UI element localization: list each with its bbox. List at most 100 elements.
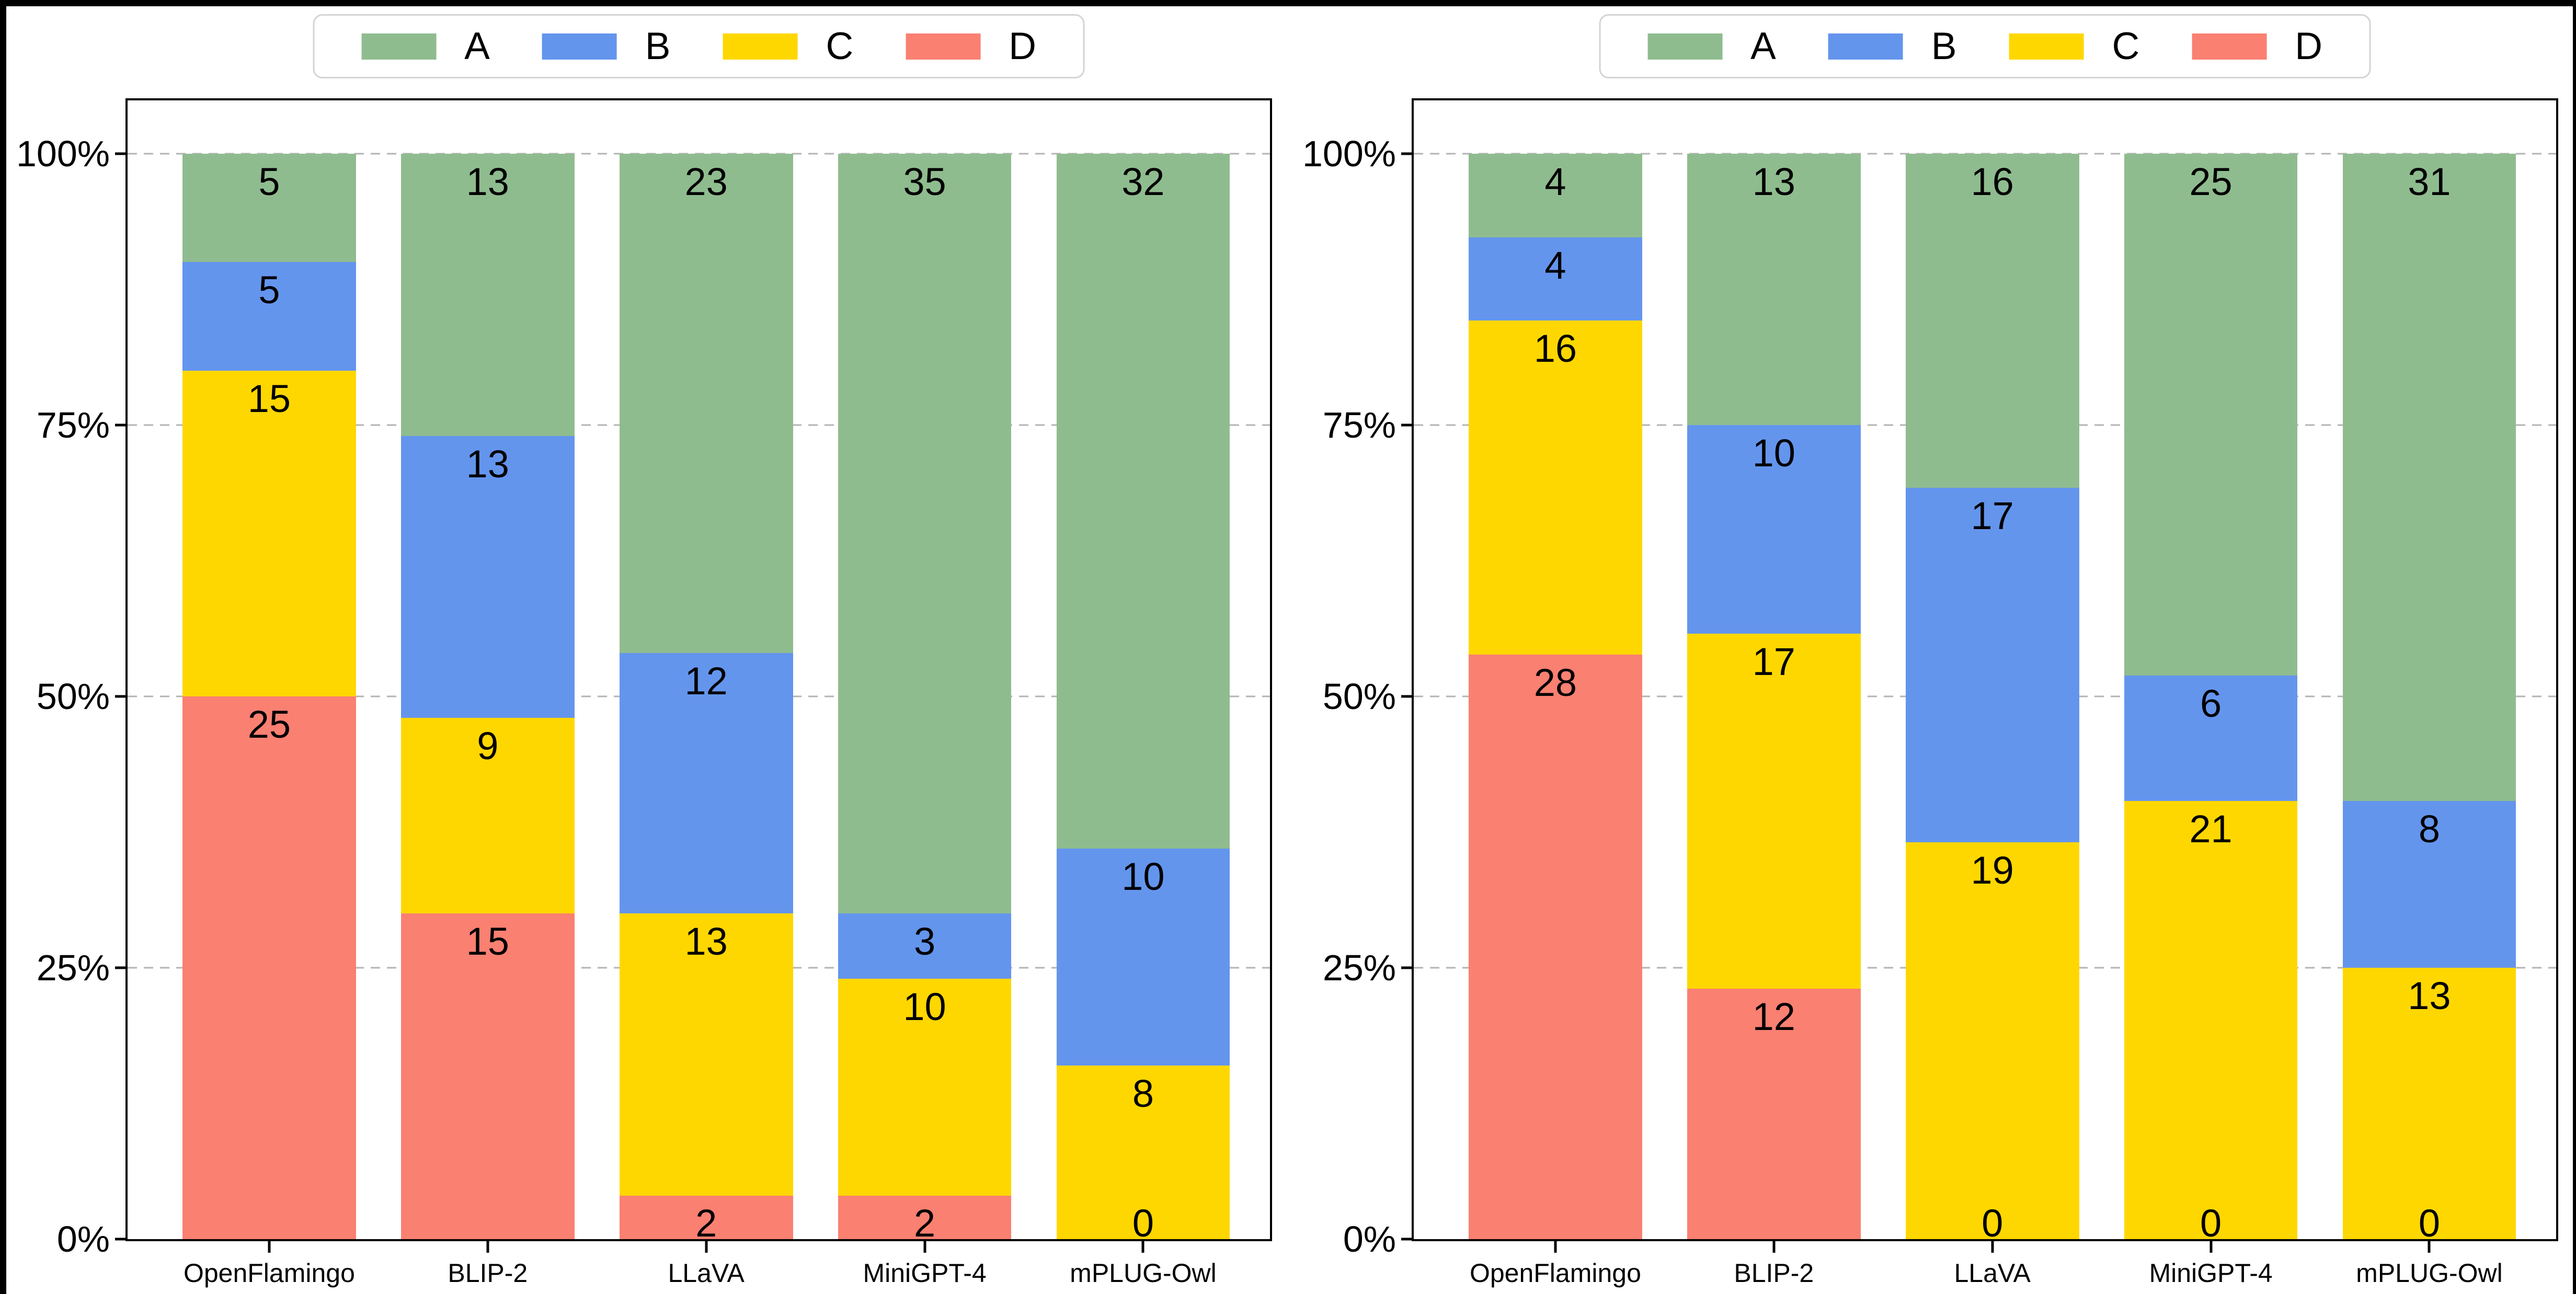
legend-swatch-a xyxy=(361,33,437,60)
bar-segment-B xyxy=(2342,800,2516,968)
chart-panel-right: A B C D 0% 25% 50% 75% 100% 28 16 4 4 OpenFlamingo 12… xyxy=(1302,0,2558,1294)
bar-segment-B xyxy=(1469,237,1642,321)
bar-segment-A xyxy=(838,153,1012,914)
bar-value-label: 0 xyxy=(2200,1201,2222,1245)
legend-swatch-c xyxy=(723,33,798,60)
bar-value-label: 5 xyxy=(258,159,280,203)
x-tick xyxy=(923,1240,926,1253)
y-tick-50 xyxy=(115,695,127,698)
bar-OpenFlamingo: 25 15 5 5 xyxy=(182,153,356,1239)
bar-value-label: 17 xyxy=(1971,494,2014,537)
bar-segment-D xyxy=(1469,655,1642,1239)
legend-label: C xyxy=(826,25,854,67)
gridline-100 xyxy=(1414,153,2556,155)
bar-value-label: 21 xyxy=(2189,807,2232,851)
legend-item: B xyxy=(542,25,671,67)
bar-MiniGPT-4: 2 10 3 35 xyxy=(838,153,1012,1242)
legend-swatch-d xyxy=(906,33,981,60)
y-tick-label: 75% xyxy=(1322,404,1396,445)
bar-segment-D xyxy=(1687,988,1861,1239)
bar-segment-B xyxy=(1687,425,1861,634)
y-tick-label: 100% xyxy=(16,133,110,174)
bar-value-label: 25 xyxy=(2189,159,2232,203)
bar-segment-B xyxy=(838,913,1012,979)
bar-value-label: 10 xyxy=(1752,431,1795,475)
y-tick-label: 50% xyxy=(36,675,110,717)
x-tick xyxy=(1141,1240,1144,1253)
bar-segment-C xyxy=(838,978,1012,1196)
legend-label: D xyxy=(1009,25,1036,67)
bar-segment-D xyxy=(182,696,356,1239)
bar-value-label: 15 xyxy=(466,920,509,964)
y-tick-100 xyxy=(1401,152,1413,155)
bar-segment-D xyxy=(838,1195,1012,1239)
bar-value-label: 16 xyxy=(1533,327,1577,371)
legend-label: A xyxy=(464,25,490,67)
gridline-100 xyxy=(128,153,1270,155)
bar-value-label: 32 xyxy=(1121,159,1165,203)
bar-value-label: 23 xyxy=(684,159,728,203)
y-tick-0 xyxy=(1401,1238,1413,1241)
bar-segment-B xyxy=(182,262,356,371)
bar-segment-C xyxy=(1469,320,1642,655)
bar-segment-C xyxy=(1687,634,1861,989)
bar-BLIP-2: 12 17 10 13 xyxy=(1687,153,1861,1239)
bar-BLIP-2: 15 9 13 13 xyxy=(400,153,575,1239)
legend-label: B xyxy=(645,25,671,67)
y-tick-0 xyxy=(115,1238,127,1241)
bar-segment-A xyxy=(619,153,793,653)
x-tick-label-BLIP-2: BLIP-2 xyxy=(448,1258,528,1288)
bar-value-label: 17 xyxy=(1752,640,1795,684)
legend-swatch-c xyxy=(2009,33,2084,60)
bar-value-label: 2 xyxy=(913,1201,936,1245)
plot-area: 0% 25% 50% 75% 100% 28 16 4 4 OpenFlamingo 12 17 10 1… xyxy=(1302,98,2558,1286)
figure-border-right xyxy=(2573,0,2576,1294)
y-tick-25 xyxy=(115,966,127,969)
chart-panel-left: A B C D 0% 25% 50% 75% 100% 25 15 5 5 OpenFlamingo 15… xyxy=(16,0,1272,1294)
y-tick-75 xyxy=(115,423,127,427)
bar-value-label: 25 xyxy=(247,702,291,746)
legend-swatch-b xyxy=(542,33,617,60)
x-tick-label-mPLUG-Owl: mPLUG-Owl xyxy=(1070,1258,1217,1288)
legend-label: A xyxy=(1750,25,1776,67)
bar-value-label: 13 xyxy=(1752,159,1795,203)
x-tick xyxy=(486,1240,489,1253)
bar-value-label: 35 xyxy=(903,159,946,203)
y-tick-label: 25% xyxy=(1322,947,1396,988)
bar-value-label: 8 xyxy=(1132,1071,1154,1115)
legend-item: C xyxy=(2009,27,2139,65)
bar-value-label: 0 xyxy=(2418,1201,2441,1245)
bar-segment-A xyxy=(1469,153,1642,237)
bar-segment-D xyxy=(619,1195,793,1239)
x-tick-label-OpenFlamingo: OpenFlamingo xyxy=(183,1258,355,1288)
bar-segment-B xyxy=(1056,848,1230,1066)
bar-value-label: 28 xyxy=(1533,661,1577,705)
x-tick-label-MiniGPT-4: MiniGPT-4 xyxy=(2149,1258,2273,1288)
y-tick-label: 25% xyxy=(36,947,110,988)
bar-value-label: 10 xyxy=(903,984,946,1028)
legend: A B C D xyxy=(313,14,1085,78)
y-tick-label: 0% xyxy=(56,1219,110,1259)
x-tick-label-mPLUG-Owl: mPLUG-Owl xyxy=(2356,1258,2503,1288)
bar-segment-A xyxy=(1905,153,2079,488)
bar-segment-C xyxy=(400,718,575,914)
bar-segment-B xyxy=(619,652,793,914)
plot-area: 0% 25% 50% 75% 100% 25 15 5 5 OpenFlamingo 15 9 13 13… xyxy=(16,98,1272,1286)
legend-swatch-b xyxy=(1828,33,1903,60)
bar-segment-C xyxy=(619,913,793,1196)
bar-value-label: 13 xyxy=(684,920,728,964)
bar-segment-C xyxy=(182,371,356,696)
x-tick xyxy=(1554,1240,1557,1253)
x-tick-label-OpenFlamingo: OpenFlamingo xyxy=(1469,1258,1641,1288)
bar-segment-A xyxy=(1056,153,1230,849)
bar-value-label: 9 xyxy=(477,724,499,768)
x-tick-label-BLIP-2: BLIP-2 xyxy=(1734,1258,1814,1288)
legend-label: C xyxy=(2112,25,2140,67)
bar-value-label: 19 xyxy=(1971,849,2014,892)
bar-MiniGPT-4: 0 21 6 25 xyxy=(2124,153,2298,1242)
bar-value-label: 13 xyxy=(466,442,509,486)
legend-item: D xyxy=(2192,27,2322,65)
legend-item: B xyxy=(1828,27,1956,65)
bar-LLaVA: 0 19 17 16 xyxy=(1905,153,2079,1242)
bar-segment-C xyxy=(2124,800,2298,1239)
